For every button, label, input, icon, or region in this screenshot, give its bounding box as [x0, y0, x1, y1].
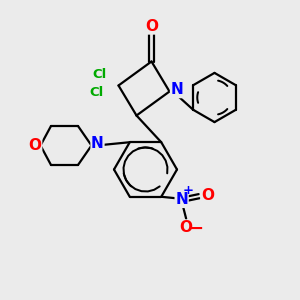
Text: Cl: Cl: [93, 68, 107, 81]
Text: O: O: [180, 220, 193, 235]
Text: N: N: [171, 82, 183, 98]
Text: +: +: [183, 184, 194, 197]
Text: Cl: Cl: [90, 85, 104, 99]
Text: O: O: [145, 19, 158, 34]
Text: N: N: [175, 192, 188, 207]
Text: N: N: [91, 136, 104, 152]
Text: O: O: [201, 188, 214, 203]
Text: O: O: [28, 138, 42, 153]
Text: −: −: [188, 220, 203, 238]
